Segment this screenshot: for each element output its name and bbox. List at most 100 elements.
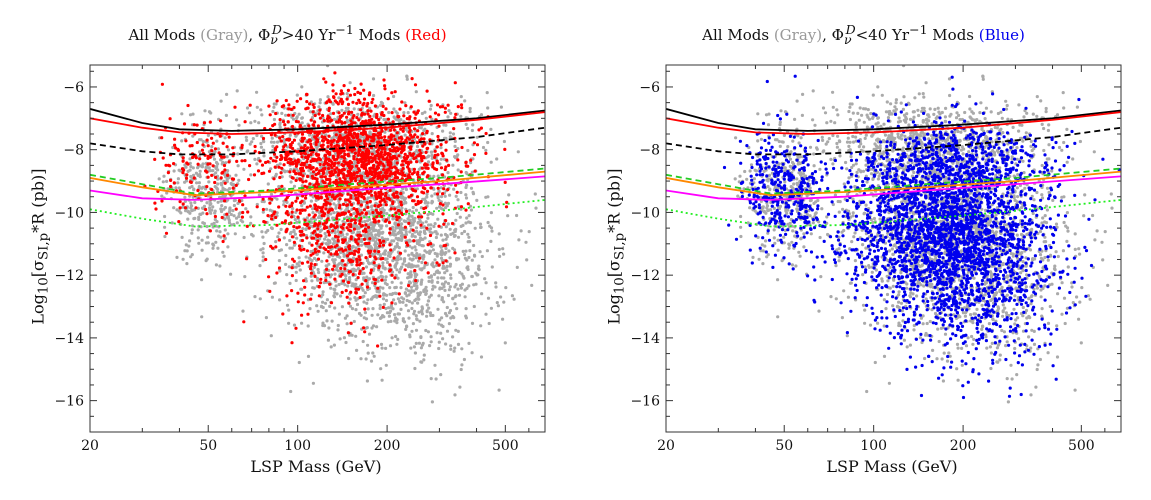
data-point [329,273,334,277]
data-point [358,219,362,223]
data-point [421,237,425,241]
data-point [275,197,279,201]
data-point [268,201,272,205]
data-point [467,214,471,218]
data-point [366,205,370,209]
data-point [288,170,292,174]
data-point [460,347,464,351]
data-point [441,266,445,270]
data-point [316,267,320,272]
data-point [409,160,413,164]
data-point [357,272,362,276]
data-point [373,281,377,286]
data-point [235,89,239,93]
data-point [165,191,169,195]
data-point [427,279,431,283]
data-point [384,363,388,367]
data-point [406,265,410,269]
data-point [430,194,434,198]
data-point [292,184,297,188]
data-point [410,301,414,305]
data-point [400,196,404,200]
data-point [326,95,330,99]
data-point [261,136,266,141]
data-point [413,116,417,120]
data-point [318,245,322,249]
data-point [384,191,388,195]
data-point [189,206,193,210]
data-point [208,169,212,173]
data-point [415,254,419,258]
data-point [309,145,313,149]
data-point [304,279,308,283]
data-point [367,217,372,222]
data-point [442,123,446,127]
data-point [281,148,285,152]
data-point [395,218,399,222]
data-point [371,238,375,242]
data-point [501,317,505,321]
data-point [415,241,419,246]
data-point [402,227,406,232]
data-point [355,260,359,264]
data-point [342,136,346,140]
data-point [467,255,471,260]
data-point [433,222,437,226]
data-point [181,257,185,261]
data-point [348,304,352,308]
data-point [389,207,393,211]
data-point [363,120,367,124]
data-point [249,121,253,125]
data-point [359,357,363,361]
data-point [458,385,462,389]
data-point [206,241,210,245]
data-point [338,177,342,181]
data-point [448,227,452,231]
data-point [197,241,201,245]
data-point [295,115,299,119]
data-point [411,223,415,227]
data-point [277,205,281,209]
data-point [426,201,430,205]
data-point [422,137,426,141]
data-point [445,235,449,239]
data-point [433,155,437,159]
data-point [326,65,330,68]
data-point [389,133,393,137]
data-point [385,282,389,287]
data-point [340,121,344,125]
data-point [423,261,428,265]
data-point [462,276,466,280]
data-point [359,253,363,257]
data-point [385,212,389,216]
data-point [487,321,491,326]
data-point [417,259,421,263]
data-point [423,249,427,253]
data-point [432,224,436,229]
data-point [342,168,346,172]
data-point [422,170,426,174]
data-point [484,148,488,152]
data-point [371,210,375,215]
data-point [345,118,349,123]
data-point [354,246,358,250]
data-point [325,267,329,271]
data-point [321,116,325,120]
data-point [310,221,314,225]
data-point [344,248,348,252]
data-point [355,227,359,231]
data-point [371,176,375,180]
data-point [281,135,285,139]
data-point [352,227,356,231]
data-point [420,278,424,282]
data-point [300,287,304,291]
data-point [413,235,417,239]
data-point [318,237,322,241]
data-point [183,249,187,253]
data-point [352,267,356,272]
data-point [360,211,364,215]
data-point [411,228,415,232]
data-point [453,346,457,350]
data-point [305,216,309,220]
data-point [321,167,325,171]
